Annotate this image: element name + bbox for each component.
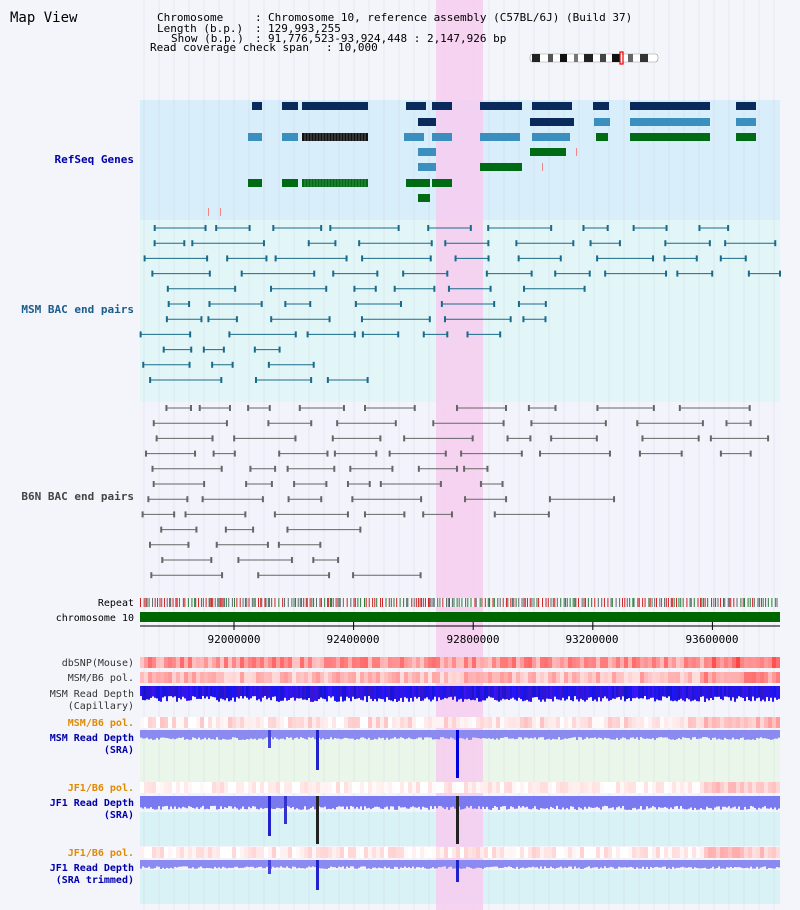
msm-depth-cap-label-1[interactable]: MSM Read Depth — [50, 689, 134, 700]
coverage-label: Read coverage check span — [150, 41, 309, 54]
gene-exon-marks — [304, 133, 366, 187]
msm-sra-depth[interactable] — [140, 730, 780, 778]
ruler-tick-label: 93200000 — [566, 633, 619, 646]
length-value: 129,993,255 — [268, 22, 341, 35]
msm-depth-sra-label-2: (SRA) — [104, 745, 134, 756]
ruler-tick-label: 92000000 — [208, 633, 261, 646]
jf1-trimmed-depth[interactable] — [140, 860, 780, 890]
chromosome-label: Chromosome — [157, 11, 223, 24]
jf1-sra-depth[interactable] — [140, 796, 780, 844]
show-value: 91,776,523-93,924,448 : 2,147,926 bp — [268, 32, 506, 45]
chromosome-sep: : — [255, 11, 262, 24]
b6n-bac-end-pairs[interactable] — [141, 405, 770, 579]
grid-lines — [143, 0, 775, 910]
chromosome-ideogram[interactable] — [529, 51, 659, 65]
b6n-bac-track-label[interactable]: B6N BAC end pairs — [21, 490, 134, 503]
jf1-b6-pol-label-1[interactable]: JF1/B6 pol. — [68, 783, 134, 794]
chromosome-value: Chromosome 10, reference assembly (C57BL… — [268, 11, 632, 24]
repeat-track-label[interactable]: Repeat — [98, 598, 134, 609]
refseq-track-label[interactable]: RefSeq Genes — [55, 153, 134, 166]
ideogram-position-marker — [619, 51, 624, 65]
length-sep: : — [255, 22, 262, 35]
coverage-value: 10,000 — [338, 41, 378, 54]
ruler-tick-label: 92400000 — [327, 633, 380, 646]
dbsnp-track-label[interactable]: dbSNP(Mouse) — [62, 658, 134, 669]
panel-title: Map View — [10, 10, 78, 26]
show-label: Show (b.p.) — [171, 32, 244, 45]
position-ruler — [140, 622, 780, 630]
msm-bac-end-pairs[interactable] — [139, 225, 781, 383]
jf1-b6-pol-label-2[interactable]: JF1/B6 pol. — [68, 848, 134, 859]
coverage-sep: : — [326, 41, 333, 54]
chromosome-bar[interactable] — [140, 612, 780, 622]
jf1-b6-pol-strip-1[interactable] — [140, 782, 780, 793]
chromosome-track-label[interactable]: chromosome 10 — [56, 613, 134, 624]
msm-b6-pol-strip-1[interactable] — [140, 672, 780, 683]
show-sep: : — [255, 32, 262, 45]
ruler-tick-label: 93600000 — [686, 633, 739, 646]
jf1-depth-trim-label-1[interactable]: JF1 Read Depth — [50, 863, 134, 874]
msm-depth-sra-label-1[interactable]: MSM Read Depth — [50, 733, 134, 744]
jf1-depth-trim-label-2: (SRA trimmed) — [56, 874, 134, 886]
selected-region-highlight[interactable] — [436, 0, 483, 910]
msm-depth-cap-label-2: (Capillary) — [68, 701, 134, 712]
msm-b6-pol-strip-2[interactable] — [140, 717, 780, 728]
msm-capillary-depth[interactable] — [140, 686, 780, 702]
msm-bac-track-label[interactable]: MSM BAC end pairs — [21, 303, 134, 316]
jf1-depth-sra-label-1[interactable]: JF1 Read Depth — [50, 798, 134, 809]
jf1-depth-sra-label-2: (SRA) — [104, 810, 134, 821]
jf1-b6-pol-strip-2[interactable] — [140, 847, 780, 858]
ruler-tick-label: 92800000 — [447, 633, 500, 646]
dbsnp-heat-strip[interactable] — [140, 657, 780, 668]
repeat-track[interactable] — [140, 598, 778, 607]
msm-b6-pol-label-2[interactable]: MSM/B6 pol. — [68, 718, 134, 729]
length-label: Length (b.p.) — [157, 22, 243, 35]
msm-b6-pol-label-1[interactable]: MSM/B6 pol. — [68, 673, 134, 684]
